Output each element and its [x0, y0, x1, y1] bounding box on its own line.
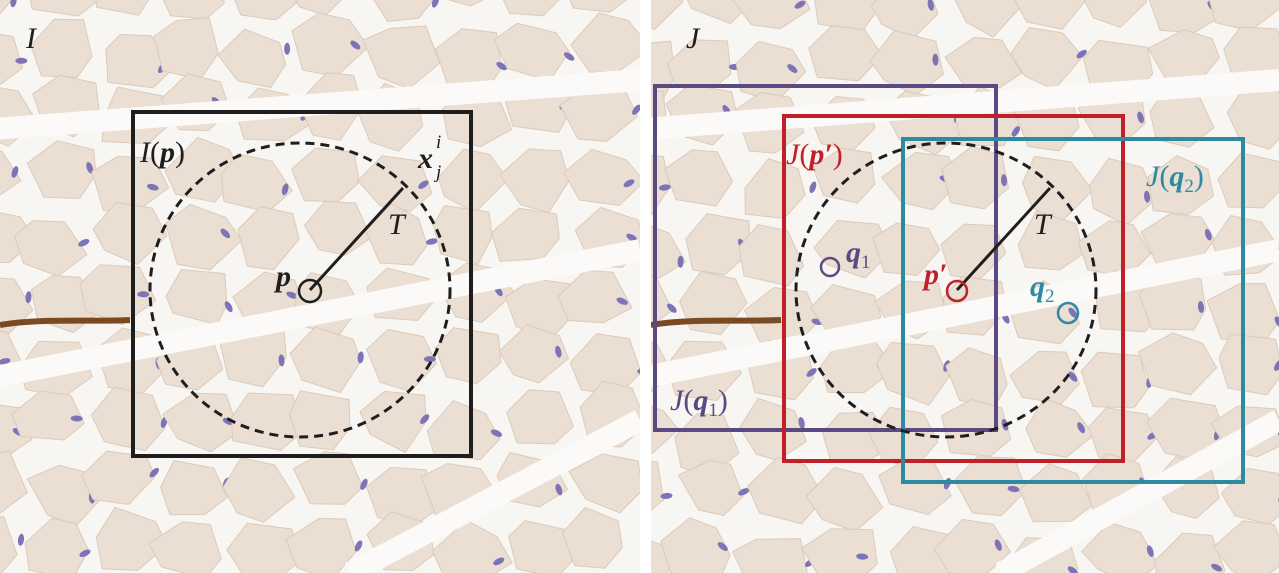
paren: (: [799, 138, 809, 171]
muscle-fiber: [1081, 352, 1148, 408]
figure: I I(p) x i j T p J J(p′) J(q2) J(q1) q1 …: [0, 0, 1279, 573]
arg: p: [157, 136, 175, 169]
q: q: [846, 236, 861, 269]
subscript: 2: [1045, 286, 1055, 307]
muscle-fiber: [1219, 334, 1279, 395]
paren: ): [718, 384, 728, 417]
arg: q: [1169, 160, 1184, 193]
arg: p: [806, 138, 824, 171]
prime: ′: [824, 138, 832, 171]
paren: (: [1159, 160, 1169, 193]
p-label: p′: [921, 258, 947, 291]
prime: ′: [939, 258, 947, 291]
subscript: 1: [708, 400, 718, 421]
subscript: 2: [1184, 176, 1194, 197]
paren: (: [683, 384, 693, 417]
patch-superscript: i: [436, 132, 441, 153]
p: p: [921, 258, 939, 291]
paren: ): [833, 138, 843, 171]
window-label: I(p): [139, 136, 185, 169]
radius-label: T: [388, 208, 407, 241]
point-label: p: [273, 260, 291, 293]
paren: (: [150, 136, 160, 169]
window-p-label: J(p′): [786, 138, 843, 171]
tissue-image-left: [0, 0, 651, 573]
paren: ): [1194, 160, 1204, 193]
q: q: [1030, 270, 1045, 303]
window-q1-label: J(q1): [670, 384, 728, 421]
arg: q: [693, 384, 708, 417]
paren: ): [175, 136, 185, 169]
image-label: J: [686, 22, 701, 55]
radius-label: T: [1034, 208, 1053, 241]
window-q2-label: J(q2): [1146, 160, 1204, 197]
subscript: 1: [861, 252, 871, 273]
patch-label: x: [417, 142, 433, 175]
